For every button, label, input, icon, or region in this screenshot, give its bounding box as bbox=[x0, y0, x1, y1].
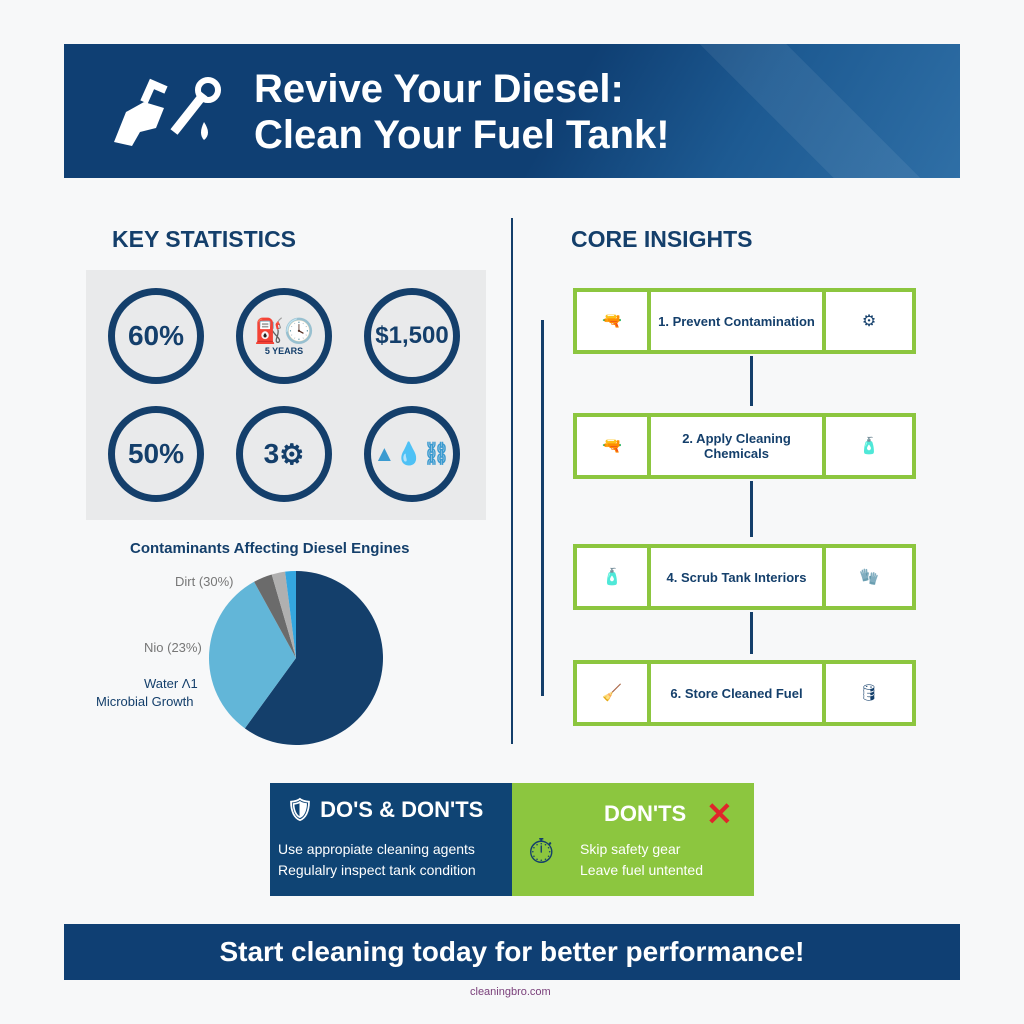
stat-contaminants: ▲💧⛓ bbox=[364, 406, 460, 502]
fuel-container-icon: 🛢 bbox=[858, 685, 880, 702]
x-mark-icon: ✕ bbox=[706, 796, 733, 832]
insights-heading: CORE INSIGHTS bbox=[571, 226, 753, 252]
arrow-down bbox=[750, 356, 753, 406]
banner-pattern bbox=[660, 44, 960, 178]
column-divider bbox=[511, 218, 513, 744]
pie-label-nio: Nio (23%) bbox=[144, 640, 202, 655]
shield-icon: 🛡 bbox=[286, 797, 314, 822]
arrow-down bbox=[750, 481, 753, 537]
donts-heading: DON'TS bbox=[604, 801, 687, 826]
stat-50-percent: 50% bbox=[108, 406, 204, 502]
insight-step-4: 🧹 6. Store Cleaned Fuel 🛢 bbox=[573, 660, 916, 726]
dirt-water-chain-icon: ▲💧⛓ bbox=[373, 441, 451, 466]
donts-item: Leave fuel untented bbox=[580, 862, 703, 878]
stat-3-engine: 3 ⚙ bbox=[236, 406, 332, 502]
dos-item: Use appropiate cleaning agents bbox=[278, 841, 475, 857]
stats-panel: 60% ⛽🕓 5 YEARS $1,500 50% 3 ⚙ ▲💧⛓ bbox=[86, 270, 486, 520]
footer-banner: Start cleaning today for better performa… bbox=[64, 924, 960, 980]
pie-label-dirt: Dirt (30%) bbox=[175, 574, 234, 589]
insight-step-2: 🔫 2. Apply Cleaning Chemicals 🧴 bbox=[573, 413, 916, 479]
stat-cost: $1,500 bbox=[364, 288, 460, 384]
stat-60-percent: 60% bbox=[108, 288, 204, 384]
insight-step-3: 🧴 4. Scrub Tank Interiors 🧤 bbox=[573, 544, 916, 610]
donts-panel: DON'TS ✕ ⏱ Skip safety gear Leave fuel u… bbox=[512, 783, 754, 896]
stat-value: $1,500 bbox=[375, 322, 449, 349]
step-label: 6. Store Cleaned Fuel bbox=[651, 664, 826, 722]
step-label: 2. Apply Cleaning Chemicals bbox=[651, 417, 826, 475]
stat-5-years: ⛽🕓 5 YEARS bbox=[236, 288, 332, 384]
stat-value: 50% bbox=[127, 438, 185, 469]
insight-step-1: 🔫 1. Prevent Contamination ⚙ bbox=[573, 288, 916, 354]
stat-value: 60% bbox=[127, 320, 185, 351]
watermark: cleaningbro.com bbox=[470, 986, 551, 998]
stat-sub: 5 YEARS bbox=[264, 345, 304, 356]
pie-slice-0 bbox=[244, 571, 383, 745]
spray-gun-icon: 🔫 bbox=[577, 292, 651, 350]
fuel-can-clock-icon: ⛽🕓 bbox=[254, 317, 314, 345]
fuel-nozzle-icon bbox=[114, 77, 221, 146]
title-line-2: Clean Your Fuel Tank! bbox=[254, 113, 670, 157]
stopwatch-icon: ⏱ bbox=[528, 833, 555, 871]
title-line-1: Revive Your Diesel: bbox=[254, 67, 624, 111]
pie-slice-4 bbox=[285, 571, 296, 658]
step-label: 1. Prevent Contamination bbox=[651, 292, 826, 350]
pie-label-microbial: Microbial Growth bbox=[96, 694, 194, 709]
gloves-tools-icon: 🧤 bbox=[859, 569, 879, 586]
scrub-brush-icon: 🧹 bbox=[577, 664, 651, 722]
donts-item: Skip safety gear bbox=[580, 841, 681, 857]
page-title: Revive Your Diesel: Clean Your Fuel Tank… bbox=[254, 66, 670, 158]
spray-gun-icon: 🔫 bbox=[577, 417, 651, 475]
header-banner: Revive Your Diesel: Clean Your Fuel Tank… bbox=[64, 44, 960, 178]
chemical-bottle-icon: 🧴 bbox=[859, 438, 879, 455]
pie-slice-2 bbox=[254, 574, 296, 658]
flow-connector bbox=[541, 320, 544, 696]
dos-item: Regulalry inspect tank condition bbox=[278, 862, 476, 878]
arrow-down bbox=[750, 612, 753, 654]
engine-icon: ⚙ bbox=[279, 438, 305, 470]
pie-slice-1 bbox=[209, 581, 296, 729]
stats-heading: KEY STATISTICS bbox=[112, 226, 297, 252]
step-label: 4. Scrub Tank Interiors bbox=[651, 548, 826, 606]
footer-text: Start cleaning today for better performa… bbox=[219, 936, 805, 967]
pie-chart bbox=[209, 571, 383, 745]
engine-icon: ⚙ bbox=[861, 313, 877, 330]
chart-title: Contaminants Affecting Diesel Engines bbox=[130, 540, 410, 557]
stat-value: 3 bbox=[263, 438, 280, 469]
dos-panel: 🛡 DO'S & DON'TS Use appropiate cleaning … bbox=[270, 783, 512, 896]
spray-bottle-icon: 🧴 bbox=[577, 548, 651, 606]
pie-label-water: Water Λ1 bbox=[144, 676, 198, 691]
pie-slice-3 bbox=[271, 571, 296, 658]
dos-heading: DO'S & DON'TS bbox=[320, 797, 484, 822]
